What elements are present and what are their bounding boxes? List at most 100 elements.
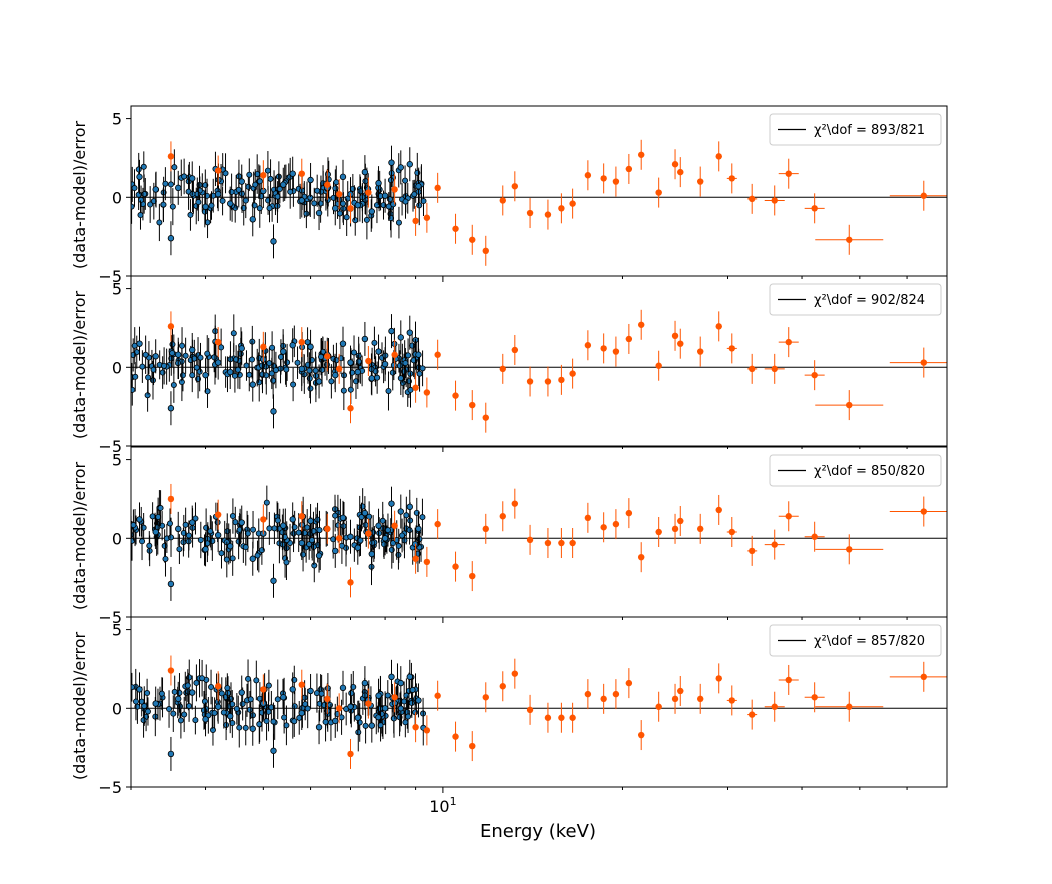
series-b-point — [526, 209, 534, 217]
series-b-point — [167, 667, 175, 674]
series-a-point — [185, 532, 192, 539]
y-tick-label: 0 — [112, 699, 122, 718]
series-a-point — [250, 526, 257, 533]
series-b-point — [558, 205, 565, 212]
series-a-point — [330, 536, 337, 543]
series-b-point — [214, 683, 222, 690]
series-b-point — [335, 365, 343, 373]
series-a-point — [347, 703, 354, 710]
series-a-point — [141, 191, 148, 198]
series-a-point — [168, 534, 175, 541]
series-a-point — [294, 359, 301, 366]
series-a-point — [199, 675, 206, 682]
series-a-point — [147, 201, 154, 208]
series-b-point — [677, 687, 684, 695]
series-b-point — [511, 346, 519, 354]
y-tick-label: 5 — [112, 451, 122, 470]
series-a-point — [189, 372, 196, 379]
series-a-point — [233, 356, 240, 363]
series-a-point — [236, 724, 243, 731]
series-a-point — [204, 219, 211, 226]
plot-area — [131, 309, 947, 433]
series-a-point — [379, 517, 386, 524]
legend-box — [769, 454, 942, 487]
series-a-point — [141, 703, 148, 710]
series-a-point — [214, 359, 222, 366]
series-a-point — [276, 186, 283, 193]
series-b-point — [335, 705, 343, 712]
series-a-point — [316, 700, 323, 707]
series-a-point — [397, 508, 404, 515]
series-b-point — [511, 670, 519, 677]
series-a-point — [175, 525, 182, 533]
series-a-point — [354, 368, 361, 376]
series-a-point — [167, 580, 175, 588]
series-a-point — [192, 515, 199, 522]
series-b-point — [452, 733, 459, 740]
series-a-point — [179, 342, 186, 349]
series-a-point — [405, 352, 412, 359]
series-b-point — [452, 563, 459, 570]
y-axis-label: (data-model)/error — [70, 120, 89, 269]
series-b-point — [785, 338, 792, 346]
series-a-point — [242, 197, 249, 204]
series-a-point — [319, 366, 326, 373]
series-a-point — [202, 203, 209, 210]
series-a-point — [218, 344, 225, 351]
series-a-point — [368, 722, 376, 729]
series-a-point — [238, 519, 245, 526]
series-a-point — [281, 714, 288, 721]
series-b-point — [655, 528, 662, 536]
series-a-point — [375, 714, 382, 721]
series-b-point — [748, 711, 756, 718]
series-a-point — [375, 348, 382, 355]
series-b-point — [423, 389, 431, 396]
series-a-point — [343, 214, 350, 221]
series-a-point — [132, 698, 139, 705]
series-a-point — [410, 357, 417, 364]
plot-area — [131, 483, 947, 601]
series-b-point — [412, 217, 419, 225]
series-b-point — [811, 694, 818, 701]
series-b-point — [569, 370, 576, 377]
series-a-point — [187, 211, 194, 218]
series-a-point — [351, 349, 358, 356]
series-a-point — [184, 682, 191, 689]
series-b-point — [655, 362, 662, 369]
series-a-point — [131, 684, 135, 691]
series-a-point — [152, 353, 159, 360]
series-a-point — [162, 555, 169, 562]
series-a-point — [339, 340, 347, 347]
series-a-point — [145, 374, 152, 381]
series-a-point — [246, 706, 253, 713]
series-a-point — [361, 168, 369, 176]
series-a-point — [308, 537, 315, 544]
series-a-point — [354, 544, 361, 551]
series-a-point — [254, 552, 261, 559]
series-b-point — [324, 525, 331, 533]
series-a-point — [279, 529, 286, 536]
series-b-point — [482, 414, 489, 421]
series-a-point — [169, 203, 176, 210]
series-a-point — [332, 371, 339, 379]
series-a-point — [180, 530, 187, 537]
series-a-point — [137, 212, 144, 219]
series-b-point — [558, 539, 565, 547]
series-a-point — [298, 365, 305, 373]
series-b-point — [846, 703, 853, 710]
series-b-point — [600, 175, 607, 182]
series-b-point — [511, 500, 519, 507]
series-a-point — [242, 544, 249, 551]
series-a-point — [280, 181, 287, 188]
series-b-point — [469, 236, 476, 243]
series-a-point — [340, 387, 347, 394]
series-b-point — [260, 172, 267, 179]
series-a-point — [208, 202, 215, 209]
series-b-point — [324, 181, 331, 188]
series-a-point — [355, 358, 362, 365]
series-b-point — [728, 697, 735, 704]
series-a-point — [229, 701, 236, 708]
series-b-point — [600, 345, 607, 352]
series-a-point — [249, 356, 256, 363]
series-a-point — [149, 377, 156, 384]
